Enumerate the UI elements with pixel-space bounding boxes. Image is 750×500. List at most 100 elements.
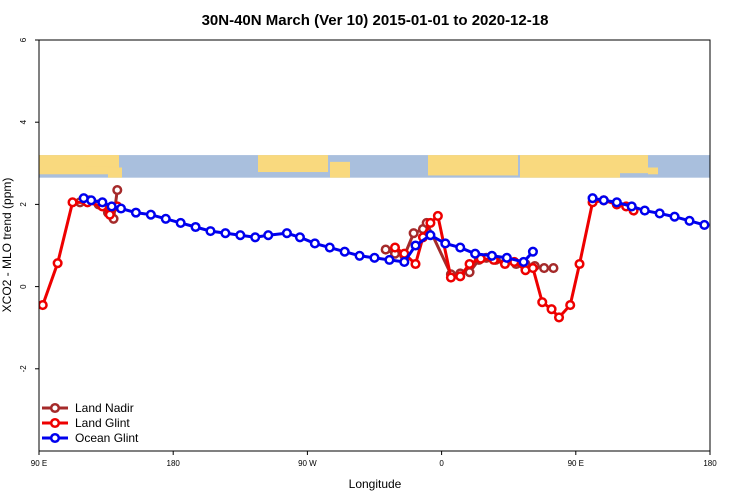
x-axis-label: Longitude	[349, 477, 402, 491]
legend-swatch-marker	[49, 417, 61, 429]
legend-swatch-marker	[49, 432, 61, 444]
data-point	[339, 246, 350, 257]
x-tick-label: 90 E	[31, 459, 47, 468]
data-point	[324, 242, 335, 253]
data-point	[425, 217, 436, 228]
series-land-glint	[39, 195, 639, 323]
map-land-6	[520, 155, 620, 178]
legend-label: Ocean Glint	[75, 431, 139, 445]
data-point	[97, 197, 108, 208]
data-point	[548, 263, 559, 274]
y-axis: -2 0 2 4 6	[19, 37, 39, 372]
data-point	[389, 242, 401, 253]
data-point	[527, 246, 538, 257]
map-land-1	[86, 155, 116, 167]
data-point	[537, 297, 548, 308]
data-point	[235, 230, 246, 241]
x-tick-label: 180	[703, 459, 717, 468]
data-point	[598, 195, 609, 206]
data-point	[527, 263, 538, 274]
data-point	[175, 217, 186, 228]
y-tick-label: -2	[19, 365, 28, 373]
data-point	[699, 219, 710, 230]
data-point	[501, 252, 512, 263]
map-land-8	[648, 167, 658, 175]
data-point	[518, 256, 529, 267]
x-tick-label: 0	[439, 459, 444, 468]
data-point	[294, 232, 305, 243]
y-tick-label: 0	[19, 284, 28, 289]
data-point	[399, 256, 410, 267]
data-point	[425, 230, 436, 241]
data-point	[112, 184, 123, 196]
data-point	[369, 252, 380, 263]
legend-label: Land Glint	[75, 416, 130, 430]
series-layer	[39, 184, 710, 323]
data-point	[263, 230, 274, 241]
map-land-3	[258, 155, 328, 173]
data-point	[486, 250, 497, 261]
map-land-5	[428, 155, 518, 176]
data-point	[39, 300, 48, 311]
data-point	[130, 207, 141, 218]
data-point	[654, 208, 665, 219]
data-point	[553, 312, 565, 323]
data-point	[470, 248, 481, 259]
y-axis-label: XCO2 - MLO trend (ppm)	[0, 178, 14, 313]
series-line	[83, 196, 535, 264]
data-point	[626, 201, 637, 212]
data-point	[684, 215, 695, 226]
data-point	[539, 263, 550, 274]
data-point	[380, 244, 391, 255]
x-tick-label: 90 E	[568, 459, 584, 468]
world-map-band	[39, 155, 710, 178]
data-point	[160, 213, 171, 224]
chart-title: 30N-40N March (Ver 10) 2015-01-01 to 202…	[202, 12, 549, 29]
data-point	[410, 240, 421, 251]
data-point	[106, 201, 117, 212]
legend-label: Land Nadir	[75, 401, 134, 415]
x-axis: 90 E 180 90 W 0 90 E 180	[31, 451, 717, 468]
x-tick-label: 90 W	[298, 459, 317, 468]
data-point	[455, 271, 466, 282]
data-point	[611, 197, 622, 208]
data-point	[205, 226, 216, 237]
data-point	[190, 221, 201, 233]
data-point	[309, 238, 320, 249]
data-point	[587, 193, 598, 204]
data-point	[464, 258, 475, 270]
data-point	[115, 203, 127, 214]
map-land-7	[620, 155, 648, 174]
data-point	[410, 258, 421, 270]
y-tick-label: 2	[19, 202, 28, 207]
data-point	[384, 254, 395, 265]
data-point	[546, 304, 557, 315]
data-point	[145, 209, 156, 220]
data-point	[354, 250, 365, 261]
data-point	[281, 228, 292, 239]
data-point	[669, 211, 680, 222]
data-point	[67, 197, 78, 208]
data-point	[445, 272, 456, 283]
x-tick-label: 180	[167, 459, 181, 468]
data-point	[104, 209, 115, 220]
legend-swatch-marker	[49, 402, 61, 414]
plot-frame	[38, 39, 711, 452]
data-point	[408, 228, 419, 239]
map-land-4	[330, 161, 350, 178]
data-point	[455, 242, 466, 253]
data-point	[220, 228, 231, 239]
data-point	[639, 205, 650, 216]
y-tick-label: 4	[19, 119, 28, 124]
series-ocean-glint	[78, 193, 710, 267]
data-point	[52, 258, 63, 269]
y-tick-label: 6	[19, 37, 28, 42]
data-point	[565, 300, 576, 311]
data-point	[574, 258, 585, 270]
map-land-2	[108, 167, 122, 178]
data-point	[250, 232, 261, 243]
data-point	[440, 238, 451, 249]
data-point	[86, 195, 97, 206]
